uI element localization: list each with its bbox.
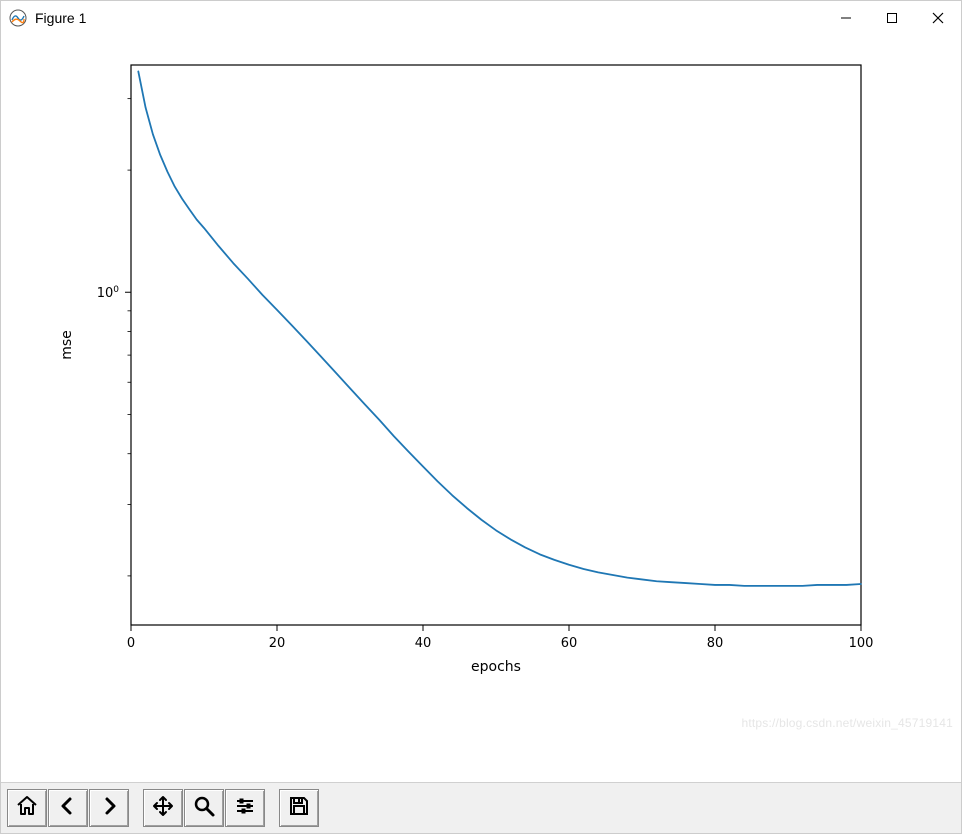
svg-text:80: 80 <box>707 636 724 651</box>
save-icon <box>287 794 311 823</box>
svg-text:0: 0 <box>127 636 135 651</box>
arrow-left-icon <box>56 794 80 823</box>
save-button[interactable] <box>279 789 319 827</box>
svg-text:40: 40 <box>415 636 432 651</box>
minimize-button[interactable] <box>823 1 869 35</box>
svg-text:60: 60 <box>561 636 578 651</box>
configure-button[interactable] <box>225 789 265 827</box>
line-chart: 020406080100100epochsmse <box>1 35 901 695</box>
plot-area: 020406080100100epochsmse https://blog.cs… <box>1 35 961 782</box>
svg-text:20: 20 <box>269 636 286 651</box>
move-icon <box>151 794 175 823</box>
sliders-icon <box>233 794 257 823</box>
window-title: Figure 1 <box>35 10 86 26</box>
titlebar: Figure 1 <box>1 1 961 35</box>
home-icon <box>15 794 39 823</box>
svg-text:epochs: epochs <box>471 659 521 675</box>
pan-button[interactable] <box>143 789 183 827</box>
zoom-button[interactable] <box>184 789 224 827</box>
svg-text:mse: mse <box>59 330 75 360</box>
back-button[interactable] <box>48 789 88 827</box>
nav-toolbar <box>1 782 961 833</box>
svg-text:100: 100 <box>849 636 874 651</box>
arrow-right-icon <box>97 794 121 823</box>
watermark-text: https://blog.csdn.net/weixin_45719141 <box>741 716 953 730</box>
forward-button[interactable] <box>89 789 129 827</box>
close-button[interactable] <box>915 1 961 35</box>
figure-window: Figure 1 020406080100100epochsmse https:… <box>0 0 962 834</box>
maximize-button[interactable] <box>869 1 915 35</box>
app-icon <box>9 9 27 27</box>
home-button[interactable] <box>7 789 47 827</box>
zoom-icon <box>192 794 216 823</box>
